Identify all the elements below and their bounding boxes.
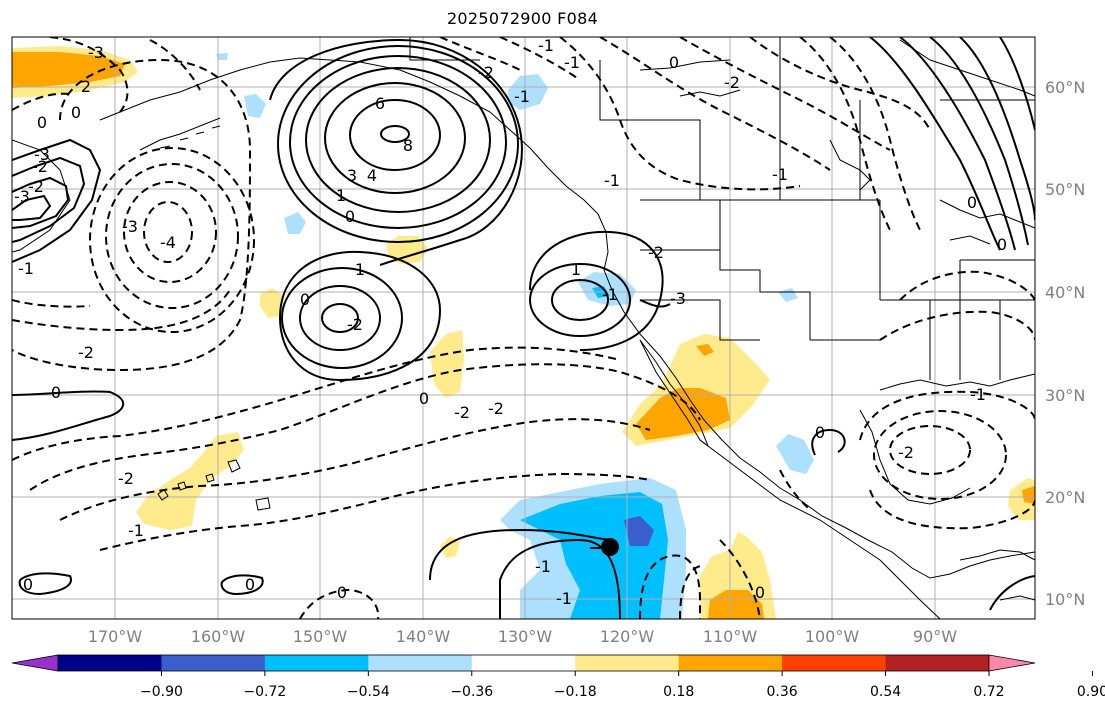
colorbar-cell [885, 655, 990, 671]
contour-label: 2 [81, 77, 91, 96]
colorbar-tick-label: −0.72 [243, 684, 286, 700]
longitude-labels: 170°W 160°W 150°W 140°W 130°W 120°W 110°… [88, 627, 957, 646]
contours-solid [12, 37, 1035, 619]
colorbar-tick-label: 0.18 [663, 684, 694, 700]
contour-label: -3 [88, 43, 104, 62]
colorbar-tick-label: 0.36 [767, 684, 798, 700]
contours-dashed [12, 37, 1035, 619]
contour-label: -1 [602, 285, 618, 304]
contour-label: 1 [571, 260, 581, 279]
colorbar-cell [471, 655, 576, 671]
colorbar-tick-label: −0.36 [450, 684, 493, 700]
lat-label-60n: 60°N [1045, 78, 1085, 97]
contour-label: -3 [14, 187, 30, 206]
contour-label: -2 [118, 469, 134, 488]
contour-label: -1 [970, 385, 986, 404]
contour-label: -1 [514, 87, 530, 106]
contour-label: 0 [997, 235, 1007, 254]
contour-label: -4 [160, 233, 176, 252]
contour-label: 0 [967, 193, 977, 212]
anomaly-shading [12, 46, 1035, 619]
storm-center-marker [601, 538, 619, 556]
contour-label: -1 [18, 259, 34, 278]
contour-label: -2 [78, 343, 94, 362]
lon-label-100w: 100°W [805, 627, 860, 646]
lat-label-50n: 50°N [1045, 180, 1085, 199]
colorbar-right-extend [988, 654, 1036, 672]
contour-label: -1 [556, 589, 572, 608]
contour-label: -2 [724, 73, 740, 92]
colorbar-tick-label: 0.54 [870, 684, 901, 700]
contour-label: 0 [669, 53, 679, 72]
contour-label: -1 [772, 165, 788, 184]
contour-label: -1 [604, 171, 620, 190]
contour-label: 0 [37, 113, 47, 132]
contour-label: -3 [34, 145, 50, 164]
contour-label: 0 [23, 575, 33, 594]
colorbar-cell [678, 655, 783, 671]
contour-label: -2 [648, 243, 664, 262]
lon-label-90w: 90°W [913, 627, 957, 646]
lat-label-10n: 10°N [1045, 590, 1085, 609]
plot-frame [11, 36, 1036, 620]
lat-label-30n: 30°N [1045, 386, 1085, 405]
contour-label: 8 [403, 136, 413, 155]
contour-label: 3 [347, 166, 357, 185]
coastlines [12, 37, 1035, 619]
contour-label: -2 [32, 157, 48, 176]
map-title: 2025072900 F084 [446, 9, 599, 28]
contour-label: -2 [454, 403, 470, 422]
colorbar-cell [58, 655, 162, 671]
colorbar-tick-label: −0.54 [347, 684, 390, 700]
lat-label-40n: 40°N [1045, 283, 1085, 302]
colorbar-tick-label: −0.90 [140, 684, 183, 700]
contour-label: -1 [564, 53, 580, 72]
lon-label-160w: 160°W [191, 627, 246, 646]
contour-label: -1 [538, 36, 554, 55]
lon-label-150w: 150°W [293, 627, 348, 646]
colorbar-cell [575, 655, 680, 671]
contour-label: 6 [375, 94, 385, 113]
contour-label: 0 [300, 290, 310, 309]
lon-label-110w: 110°W [703, 627, 758, 646]
contour-label: 1 [355, 260, 365, 279]
contour-label: 0 [815, 423, 825, 442]
contour-label: 0 [71, 103, 81, 122]
contour-label: 1 [336, 186, 346, 205]
contour-label: 0 [755, 583, 765, 602]
colorbar-left-extend [11, 654, 59, 672]
contour-label: 0 [419, 389, 429, 408]
contour-label: -3 [122, 217, 138, 236]
colorbar-tick-label: −0.18 [554, 684, 597, 700]
contour-label: -2 [898, 443, 914, 462]
contour-label: -2 [347, 315, 363, 334]
contour-label: -2 [28, 177, 44, 196]
contour-label: 4 [367, 166, 377, 185]
contour-label: -3 [670, 289, 686, 308]
contour-label: 0 [345, 207, 355, 226]
lat-label-20n: 20°N [1045, 488, 1085, 507]
lon-label-120w: 120°W [600, 627, 655, 646]
lon-label-130w: 130°W [498, 627, 553, 646]
contour-label: 0 [337, 583, 347, 602]
colorbar: −0.90 −0.72 −0.54 −0.36 −0.18 0.18 0.36 0.54 0.7… [11, 654, 1105, 700]
contour-label: -1 [535, 557, 551, 576]
colorbar-cell [161, 655, 266, 671]
contour-label: -2 [488, 399, 504, 418]
lon-label-170w: 170°W [88, 627, 143, 646]
contour-label: -1 [128, 521, 144, 540]
contour-label: -2 [478, 63, 494, 82]
colorbar-tick-label: 0.90 [1077, 684, 1105, 700]
contour-label: 0 [245, 575, 255, 594]
lon-label-140w: 140°W [396, 627, 451, 646]
colorbar-cell [368, 655, 473, 671]
graticule [12, 37, 1035, 619]
colorbar-tick-label: 0.72 [973, 684, 1004, 700]
latitude-labels: 60°N 50°N 40°N 30°N 20°N 10°N [1045, 78, 1085, 609]
colorbar-cell [782, 655, 887, 671]
contour-label: 0 [51, 383, 61, 402]
colorbar-cell [264, 655, 369, 671]
